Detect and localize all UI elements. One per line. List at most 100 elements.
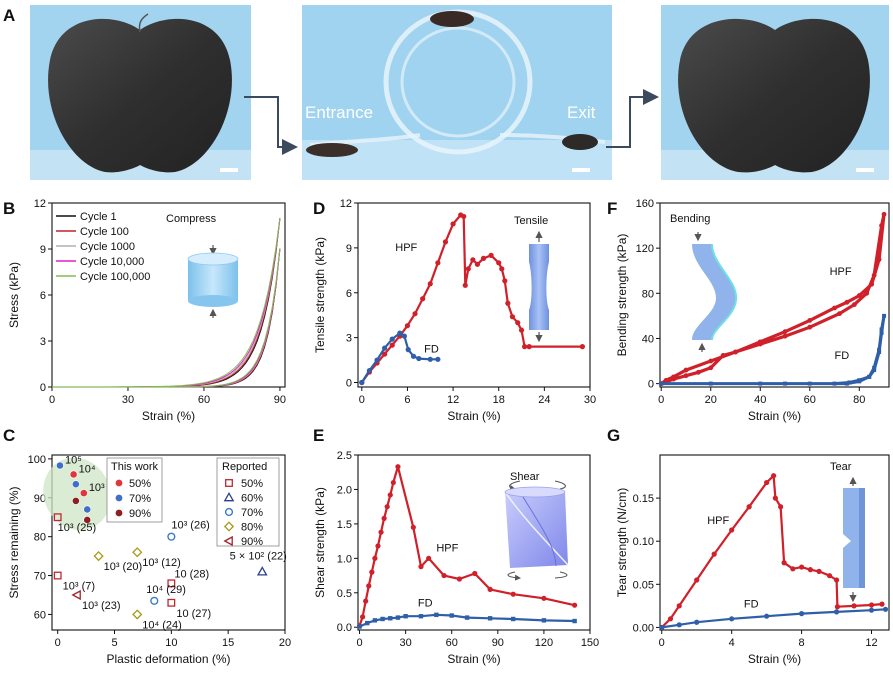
chart-title: Tensile (514, 215, 548, 227)
fd-point (659, 624, 665, 631)
panel-letter-a: A (3, 6, 15, 25)
point-label: 10³ (26) (171, 520, 210, 532)
fd-point (758, 381, 763, 386)
hpf-point (832, 305, 837, 311)
x-tick-label: 5 (111, 637, 117, 649)
plot-frame (357, 202, 591, 388)
legend-label: Cycle 100 (80, 226, 129, 238)
x-tick-label: 60 (804, 394, 816, 406)
y-tick-label: 9 (346, 243, 352, 255)
reported-point (132, 547, 143, 558)
hpf-point (390, 479, 396, 486)
hpf-point (798, 564, 805, 570)
fd-point (357, 624, 362, 629)
chart-bending: 0 20 40 60 80 0 40 80 120 160 Strain (%) Bending st… (615, 198, 890, 423)
this-work-point (71, 496, 80, 505)
series-label-fd: FD (744, 599, 759, 611)
chart-title: Compress (166, 213, 217, 225)
panel-letter-d: D (313, 199, 325, 218)
reported-point (224, 507, 234, 517)
hpf-point (711, 551, 717, 557)
legend-marker (115, 509, 123, 517)
hpf-point (876, 257, 882, 262)
y-tick-label: 40 (642, 333, 654, 345)
sponge-entrance (306, 143, 358, 157)
series-label-hpf: HPF (395, 242, 417, 254)
y-axis-label: Bending strength (kPa) (615, 234, 629, 357)
y-tick-label: 12 (34, 198, 46, 210)
reported-point (223, 521, 235, 532)
hpf-point (418, 564, 424, 570)
hpf-point (462, 282, 468, 288)
scale-bar (856, 168, 874, 172)
hpf-point (807, 317, 813, 323)
point-label: 10 (28) (174, 568, 209, 580)
legend-label: 60% (241, 493, 263, 505)
hpf-point (442, 239, 449, 245)
x-tick-label: 60 (446, 637, 458, 649)
x-tick-label: 12 (447, 394, 459, 406)
x-tick-label: 150 (581, 637, 599, 649)
hpf-point (382, 351, 388, 357)
fd-point (410, 353, 417, 359)
y-tick-label: 0 (40, 382, 46, 394)
hpf-point (412, 311, 418, 317)
hpf-point (807, 567, 813, 573)
this-work-point (71, 480, 80, 489)
hpf-point (526, 344, 532, 350)
hpf-point (472, 570, 478, 577)
hpf-point (757, 341, 763, 347)
point-label: 10³ (12) (142, 557, 181, 569)
hpf-point (381, 515, 387, 521)
x-tick-label: 6 (404, 394, 410, 406)
hpf-point (851, 603, 857, 609)
reported-point (167, 579, 176, 588)
fd-point (847, 380, 852, 385)
legend-marker (115, 479, 123, 487)
hpf-point (509, 314, 516, 320)
point-label: 10⁴ (24) (142, 619, 182, 631)
hpf-line (660, 213, 886, 386)
photo-before (30, 5, 251, 180)
fd-point (807, 381, 812, 386)
hpf-point (733, 349, 738, 355)
hpf-point (499, 266, 505, 272)
y-tick-label: 0.0 (337, 622, 352, 634)
x-tick-label: 90 (492, 637, 504, 649)
y-axis-label: Shear strength (kPa) (313, 487, 327, 598)
fd-point (374, 357, 380, 363)
fd-point (868, 607, 875, 613)
x-axis-label: Strain (%) (748, 652, 801, 666)
hpf-point (426, 555, 432, 561)
panel-letter-f: F (607, 199, 617, 218)
hpf-point (502, 278, 508, 284)
hpf-point (378, 529, 384, 535)
fd-point (487, 616, 493, 621)
point-label: 10³ (7) (63, 581, 95, 593)
x-axis-label: Strain (%) (447, 652, 500, 666)
hpf-point (708, 358, 714, 364)
sponge-in-loop (430, 11, 474, 27)
hpf-point (764, 479, 770, 486)
hpf-point (579, 344, 585, 350)
fd-point (365, 620, 370, 626)
fd-point (832, 381, 837, 386)
hpf-point (366, 583, 372, 589)
series-label-hpf: HPF (436, 542, 458, 554)
x-tick-label: 90 (274, 394, 286, 406)
y-tick-label: 100 (28, 454, 46, 466)
chart-stress-remaining: 0 5 10 15 20 60 70 80 90 100 Plastic deformation (… (7, 454, 291, 666)
x-tick-label: 10 (165, 637, 177, 649)
hpf-point (420, 296, 426, 302)
hpf-point (541, 595, 547, 601)
plot-frame (357, 454, 591, 631)
fd-point (729, 616, 735, 622)
y-tick-label: 80 (642, 288, 654, 300)
hpf-point (461, 213, 467, 220)
reported-point (167, 598, 176, 607)
y-tick-label: 2.5 (337, 450, 352, 462)
x-tick-label: 30 (400, 637, 412, 649)
hpf-point (807, 324, 813, 330)
legend-label: 90% (241, 536, 263, 548)
y-axis-label: Tear strength (N/cm) (615, 488, 629, 597)
